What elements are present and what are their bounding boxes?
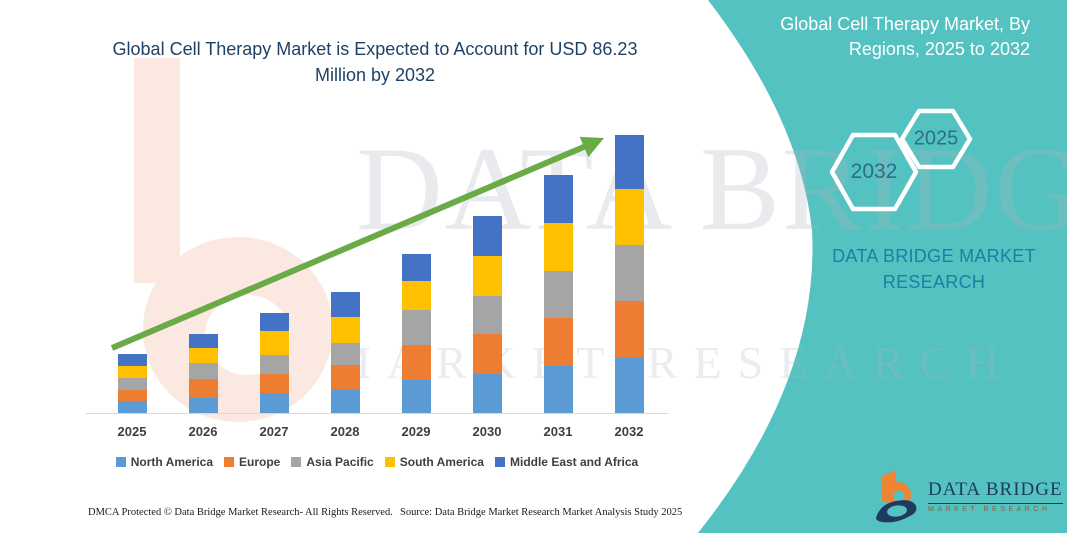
legend-label: Europe (239, 455, 281, 469)
bar-2026-south-america (188, 347, 218, 363)
badge-2032-label: 2032 (850, 160, 898, 183)
x-label-2032: 2032 (614, 424, 644, 439)
bar-2032-south-america (614, 188, 644, 245)
bar-2032-north-america (614, 356, 644, 413)
x-label-2026: 2026 (188, 424, 218, 439)
bar-2032-asia-pacific (614, 244, 644, 301)
legend-item-middle-east-and-africa: Middle East and Africa (494, 455, 639, 469)
bar-2029-europe (401, 345, 431, 381)
bar-2027-middle-east-and-africa (259, 313, 289, 332)
legend-item-south-america: South America (384, 455, 484, 469)
logo-title: DATA BRIDGE (928, 479, 1063, 504)
bar-2030-europe (472, 334, 502, 375)
panel-title-line2: Regions, 2025 to 2032 (848, 39, 1030, 59)
x-label-2030: 2030 (472, 424, 502, 439)
legend-item-north-america: North America (115, 455, 214, 469)
watermark-marketresearch-text: MARKET RESEARCH (330, 337, 1016, 388)
bar-2029-asia-pacific (401, 309, 431, 346)
panel-brand-text: DATA BRIDGE MARKET RESEARCH (828, 243, 1040, 295)
legend-swatch-south-america (384, 457, 395, 467)
legend-label: Asia Pacific (306, 455, 374, 469)
panel-brand-line1: DATA BRIDGE MARKET (832, 246, 1036, 266)
panel-title: Global Cell Therapy Market, By Regions, … (710, 12, 1030, 62)
panel-title-line1: Global Cell Therapy Market, By (780, 14, 1030, 34)
bar-2027-south-america (259, 331, 289, 356)
bar-2026-europe (188, 378, 218, 398)
bar-2025-middle-east-and-africa (117, 354, 147, 367)
bar-2031-south-america (543, 223, 573, 271)
legend-swatch-north-america (115, 457, 126, 467)
chart-title-line1: Global Cell Therapy Market is Expected t… (112, 39, 638, 59)
chart-title-line2: Million by 2032 (314, 65, 436, 85)
bar-2026-middle-east-and-africa (188, 333, 218, 348)
source-note: Source: Data Bridge Market Research Mark… (400, 507, 683, 518)
hexagon-2025-outline (899, 108, 973, 170)
bar-2025-asia-pacific (117, 378, 147, 391)
watermark-b-stem (134, 58, 180, 283)
bar-2027-asia-pacific (259, 355, 289, 375)
legend-item-asia-pacific: Asia Pacific (291, 455, 374, 469)
dbmr-logo-icon (876, 470, 917, 523)
bar-2030-asia-pacific (472, 296, 502, 335)
bar-2030-north-america (472, 374, 502, 413)
dmca-notice: DMCA Protected © Data Bridge Market Rese… (88, 507, 393, 518)
bar-2028-middle-east-and-africa (330, 292, 360, 318)
bar-2032-middle-east-and-africa (614, 135, 644, 189)
bar-2031-north-america (543, 365, 573, 413)
hexagon-2032-outline (829, 132, 919, 212)
legend-item-europe: Europe (224, 455, 280, 469)
chart-title: Global Cell Therapy Market is Expected t… (55, 36, 695, 88)
bar-2030-south-america (472, 256, 502, 297)
bar-2031-europe (543, 318, 573, 366)
x-label-2025: 2025 (117, 424, 147, 439)
bar-2029-north-america (401, 380, 431, 413)
x-label-2029: 2029 (401, 424, 431, 439)
legend-label: North America (130, 455, 214, 469)
legend-label: Middle East and Africa (509, 455, 639, 469)
dbmr-logo: DATA BRIDGE MARKET RESEARCH (876, 468, 1063, 524)
bar-2027-north-america (259, 393, 289, 413)
bar-2029-middle-east-and-africa (401, 253, 431, 281)
bar-2031-middle-east-and-africa (543, 175, 573, 223)
legend-label: South America (399, 455, 484, 469)
bar-2030-middle-east-and-africa (472, 216, 502, 257)
logo-subtitle: MARKET RESEARCH (928, 506, 1051, 513)
bar-2026-asia-pacific (188, 362, 218, 379)
badge-2025-label: 2025 (913, 127, 959, 150)
x-label-2031: 2031 (543, 424, 573, 439)
x-axis-line (86, 413, 668, 414)
bar-2025-south-america (117, 366, 147, 379)
bar-2028-europe (330, 365, 360, 390)
x-label-2027: 2027 (259, 424, 289, 439)
x-label-2028: 2028 (330, 424, 360, 439)
legend-swatch-middle-east-and-africa (494, 457, 505, 467)
bar-2029-south-america (401, 280, 431, 310)
bar-2027-europe (259, 374, 289, 394)
legend-swatch-asia-pacific (291, 457, 302, 467)
bar-2025-europe (117, 390, 147, 402)
bar-2028-north-america (330, 389, 360, 413)
bar-2026-north-america (188, 397, 218, 413)
panel-brand-line2: RESEARCH (882, 272, 986, 292)
bar-2032-europe (614, 300, 644, 357)
chart-legend: North America Europe Asia Pacific South Ame… (66, 455, 688, 469)
legend-swatch-europe (224, 457, 235, 467)
bar-2025-north-america (117, 401, 147, 413)
bar-2028-south-america (330, 317, 360, 344)
bar-2028-asia-pacific (330, 343, 360, 366)
logo-text: DATA BRIDGE MARKET RESEARCH (928, 479, 1063, 513)
bar-2031-asia-pacific (543, 270, 573, 318)
